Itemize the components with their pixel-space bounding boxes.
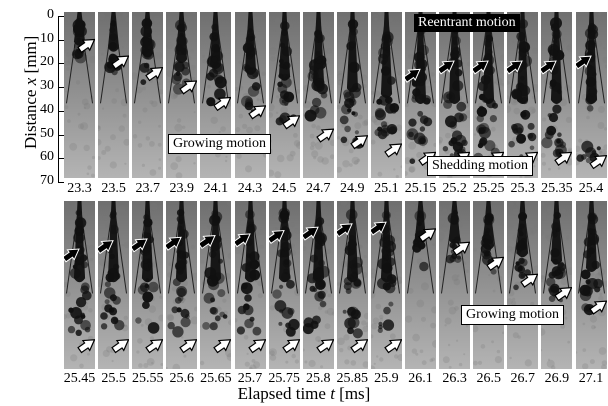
time-label: 25.8 — [305, 371, 331, 386]
video-frame — [405, 12, 436, 178]
video-frame — [302, 201, 334, 369]
time-label: 25.15 — [404, 181, 437, 196]
time-label: 25.4 — [578, 181, 604, 196]
y-tick-label: 20 — [40, 54, 54, 70]
y-tick-label: 50 — [40, 125, 54, 141]
time-label: 25.45 — [63, 371, 96, 386]
time-label: 26.7 — [510, 371, 536, 386]
video-frame — [200, 201, 232, 369]
video-frame — [336, 201, 368, 369]
video-frame — [336, 12, 368, 178]
video-frame — [132, 201, 164, 369]
y-tick-mark — [58, 182, 64, 183]
y-tick-mark — [58, 158, 64, 160]
y-tick-label: 30 — [40, 78, 54, 94]
video-frame — [575, 12, 607, 178]
time-label: 25.9 — [374, 371, 399, 386]
y-tick-mark — [58, 87, 64, 89]
time-label: 23.5 — [101, 181, 126, 196]
y-axis-line — [58, 16, 59, 182]
time-label: 26.3 — [442, 371, 467, 386]
time-label: 25.25 — [472, 181, 505, 196]
time-label: 25.7 — [237, 371, 263, 386]
video-frame — [370, 201, 402, 369]
y-tick-mark — [58, 16, 64, 17]
time-label: 25.55 — [131, 371, 164, 386]
time-label: 24.5 — [271, 181, 297, 196]
video-frame — [302, 12, 334, 178]
video-frame — [541, 12, 573, 178]
video-frame — [132, 12, 164, 178]
video-frame — [268, 201, 300, 369]
y-tick-mark — [58, 134, 64, 136]
y-tick-mark — [58, 39, 64, 41]
time-label: 25.35 — [541, 181, 573, 196]
time-label: 24.1 — [203, 181, 229, 196]
time-label: 25.2 — [442, 181, 467, 196]
shedding-motion-label: Shedding motion — [427, 156, 534, 176]
time-label: 23.9 — [169, 181, 195, 196]
time-label: 27.1 — [578, 371, 604, 386]
video-frame — [64, 12, 95, 178]
time-label: 25.65 — [200, 371, 232, 386]
y-tick-label: 10 — [40, 30, 54, 46]
time-label: 25.1 — [374, 181, 399, 196]
time-label: 26.9 — [544, 371, 570, 386]
time-label: 23.3 — [67, 181, 92, 196]
time-label: 26.1 — [408, 371, 433, 386]
y-tick-label: 60 — [40, 149, 54, 165]
video-frame — [370, 12, 402, 178]
x-axis-title: Elapsed time t [ms] — [237, 384, 371, 403]
time-label: 25.75 — [268, 371, 300, 386]
video-frame — [507, 12, 539, 178]
y-tick-label: 70 — [40, 173, 54, 188]
time-label: 24.7 — [305, 181, 331, 196]
reentrant-motion-label: Reentrant motion — [414, 14, 520, 32]
growing-motion-label-bottom: Growing motion — [461, 305, 564, 325]
y-tick-mark — [58, 63, 64, 65]
video-frame — [541, 201, 573, 369]
time-label: 24.9 — [340, 181, 365, 196]
y-tick-label: 40 — [40, 101, 54, 117]
time-label: 26.5 — [476, 371, 501, 386]
video-frame — [507, 201, 539, 369]
y-tick-label: 0 — [47, 7, 54, 22]
video-frame — [98, 201, 130, 369]
time-label: 25.5 — [101, 371, 126, 386]
video-frame — [166, 201, 198, 369]
video-frame — [439, 201, 471, 369]
video-frame — [98, 12, 130, 178]
time-label: 24.3 — [237, 181, 263, 196]
time-label: 25.85 — [336, 371, 369, 386]
video-frame — [575, 201, 607, 369]
video-frame — [405, 201, 436, 369]
video-frame — [234, 201, 266, 369]
growing-motion-label-top: Growing motion — [168, 134, 271, 154]
time-label: 23.7 — [135, 181, 160, 196]
time-label: 25.3 — [510, 181, 536, 196]
video-frame — [439, 12, 471, 178]
y-tick-mark — [58, 110, 64, 112]
time-label: 25.6 — [169, 371, 195, 386]
video-frame — [268, 12, 300, 178]
video-frame — [473, 12, 505, 178]
video-frame — [64, 201, 95, 369]
video-frame — [473, 201, 505, 369]
